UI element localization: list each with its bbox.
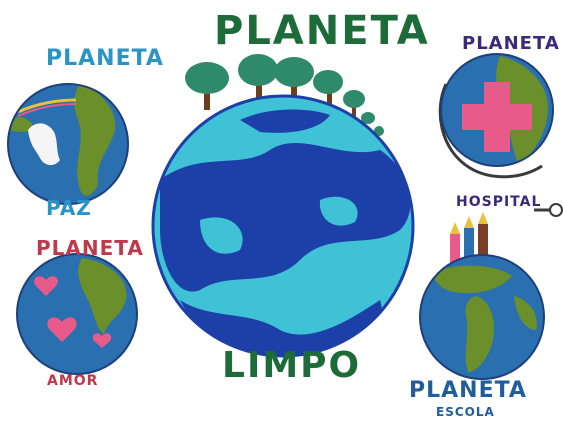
hearts [34,276,112,348]
tree [313,70,343,108]
tree [361,112,375,124]
planet-paz [7,83,129,205]
amor-title: PLANETA [36,236,144,260]
escola-caption: ESCOLA [436,405,495,419]
planet-hospital [438,53,563,217]
hospital-title: PLANETA [462,33,560,54]
planet-amor [16,253,138,375]
trees-on-planet [185,54,384,136]
main-title: PLANETA [214,8,430,54]
pencil-icon [464,228,474,274]
tree [185,62,229,110]
pencils [450,212,488,274]
heart-icon [92,333,112,348]
tree [343,90,365,117]
pencil-icon [450,234,460,274]
escola-title: PLANETA [409,378,527,403]
tree [274,57,314,104]
heart-icon [47,317,77,342]
dove-icon [28,123,60,166]
hospital-caption: HOSPITAL [456,194,542,210]
paz-caption: PAZ [46,196,92,220]
pencil-icon [478,224,488,274]
tree [238,54,278,104]
heart-icon [34,276,58,296]
planet-limpo [151,94,415,358]
paz-title: PLANETA [46,46,164,71]
planet-escola [419,254,545,380]
tree [374,126,384,136]
center-caption: LIMPO [222,345,362,386]
amor-caption: AMOR [47,373,99,389]
